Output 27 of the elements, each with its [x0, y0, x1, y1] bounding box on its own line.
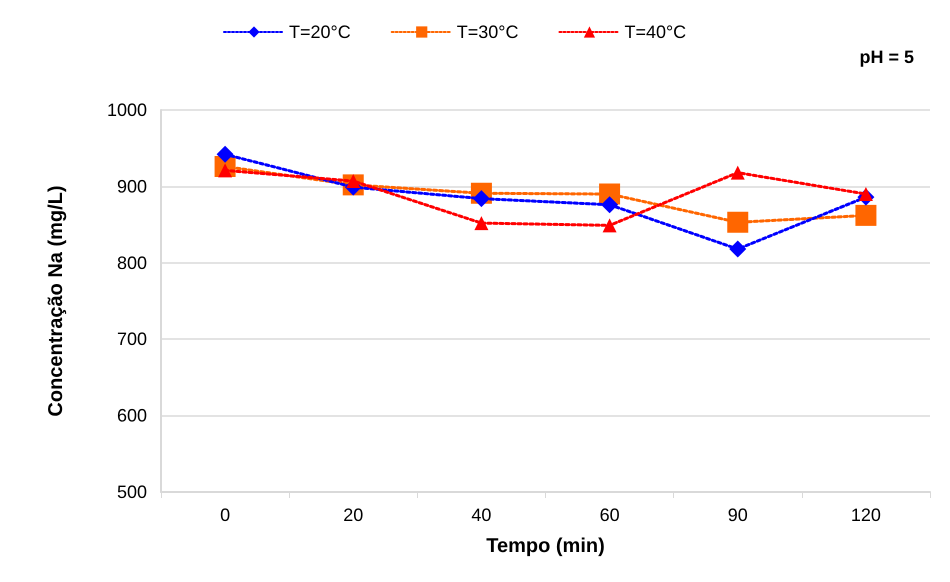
y-tick-label: 500 [116, 482, 147, 502]
x-tick-label: 60 [600, 505, 620, 525]
x-tick-label: 0 [220, 505, 230, 525]
y-axis-title: Concentração Na (mg/L) [45, 185, 67, 417]
point [730, 166, 745, 180]
point [729, 240, 746, 258]
legend-label: T=20°C [289, 22, 351, 42]
text: pH = 5 [859, 47, 914, 67]
point [727, 212, 748, 233]
x-axis-title: Tempo (min) [486, 535, 605, 557]
y-tick-label: 800 [116, 252, 147, 273]
point [858, 187, 873, 202]
x-tick-label: 40 [471, 505, 492, 525]
x-tick-label: 120 [850, 505, 881, 525]
point [601, 196, 618, 214]
x-tick-label: 20 [343, 505, 364, 525]
legend-label: T=40°C [624, 22, 686, 42]
point [855, 204, 876, 226]
y-tick-label: 900 [116, 176, 147, 196]
point [474, 216, 488, 230]
x-tick-label: 90 [728, 505, 748, 525]
y-tick-label: 700 [116, 329, 147, 350]
legend-label: T=30°C [456, 22, 518, 42]
y-tick-label: 600 [116, 406, 147, 426]
y-tick-label: 1000 [106, 100, 147, 120]
point [216, 146, 234, 163]
point [602, 218, 617, 232]
